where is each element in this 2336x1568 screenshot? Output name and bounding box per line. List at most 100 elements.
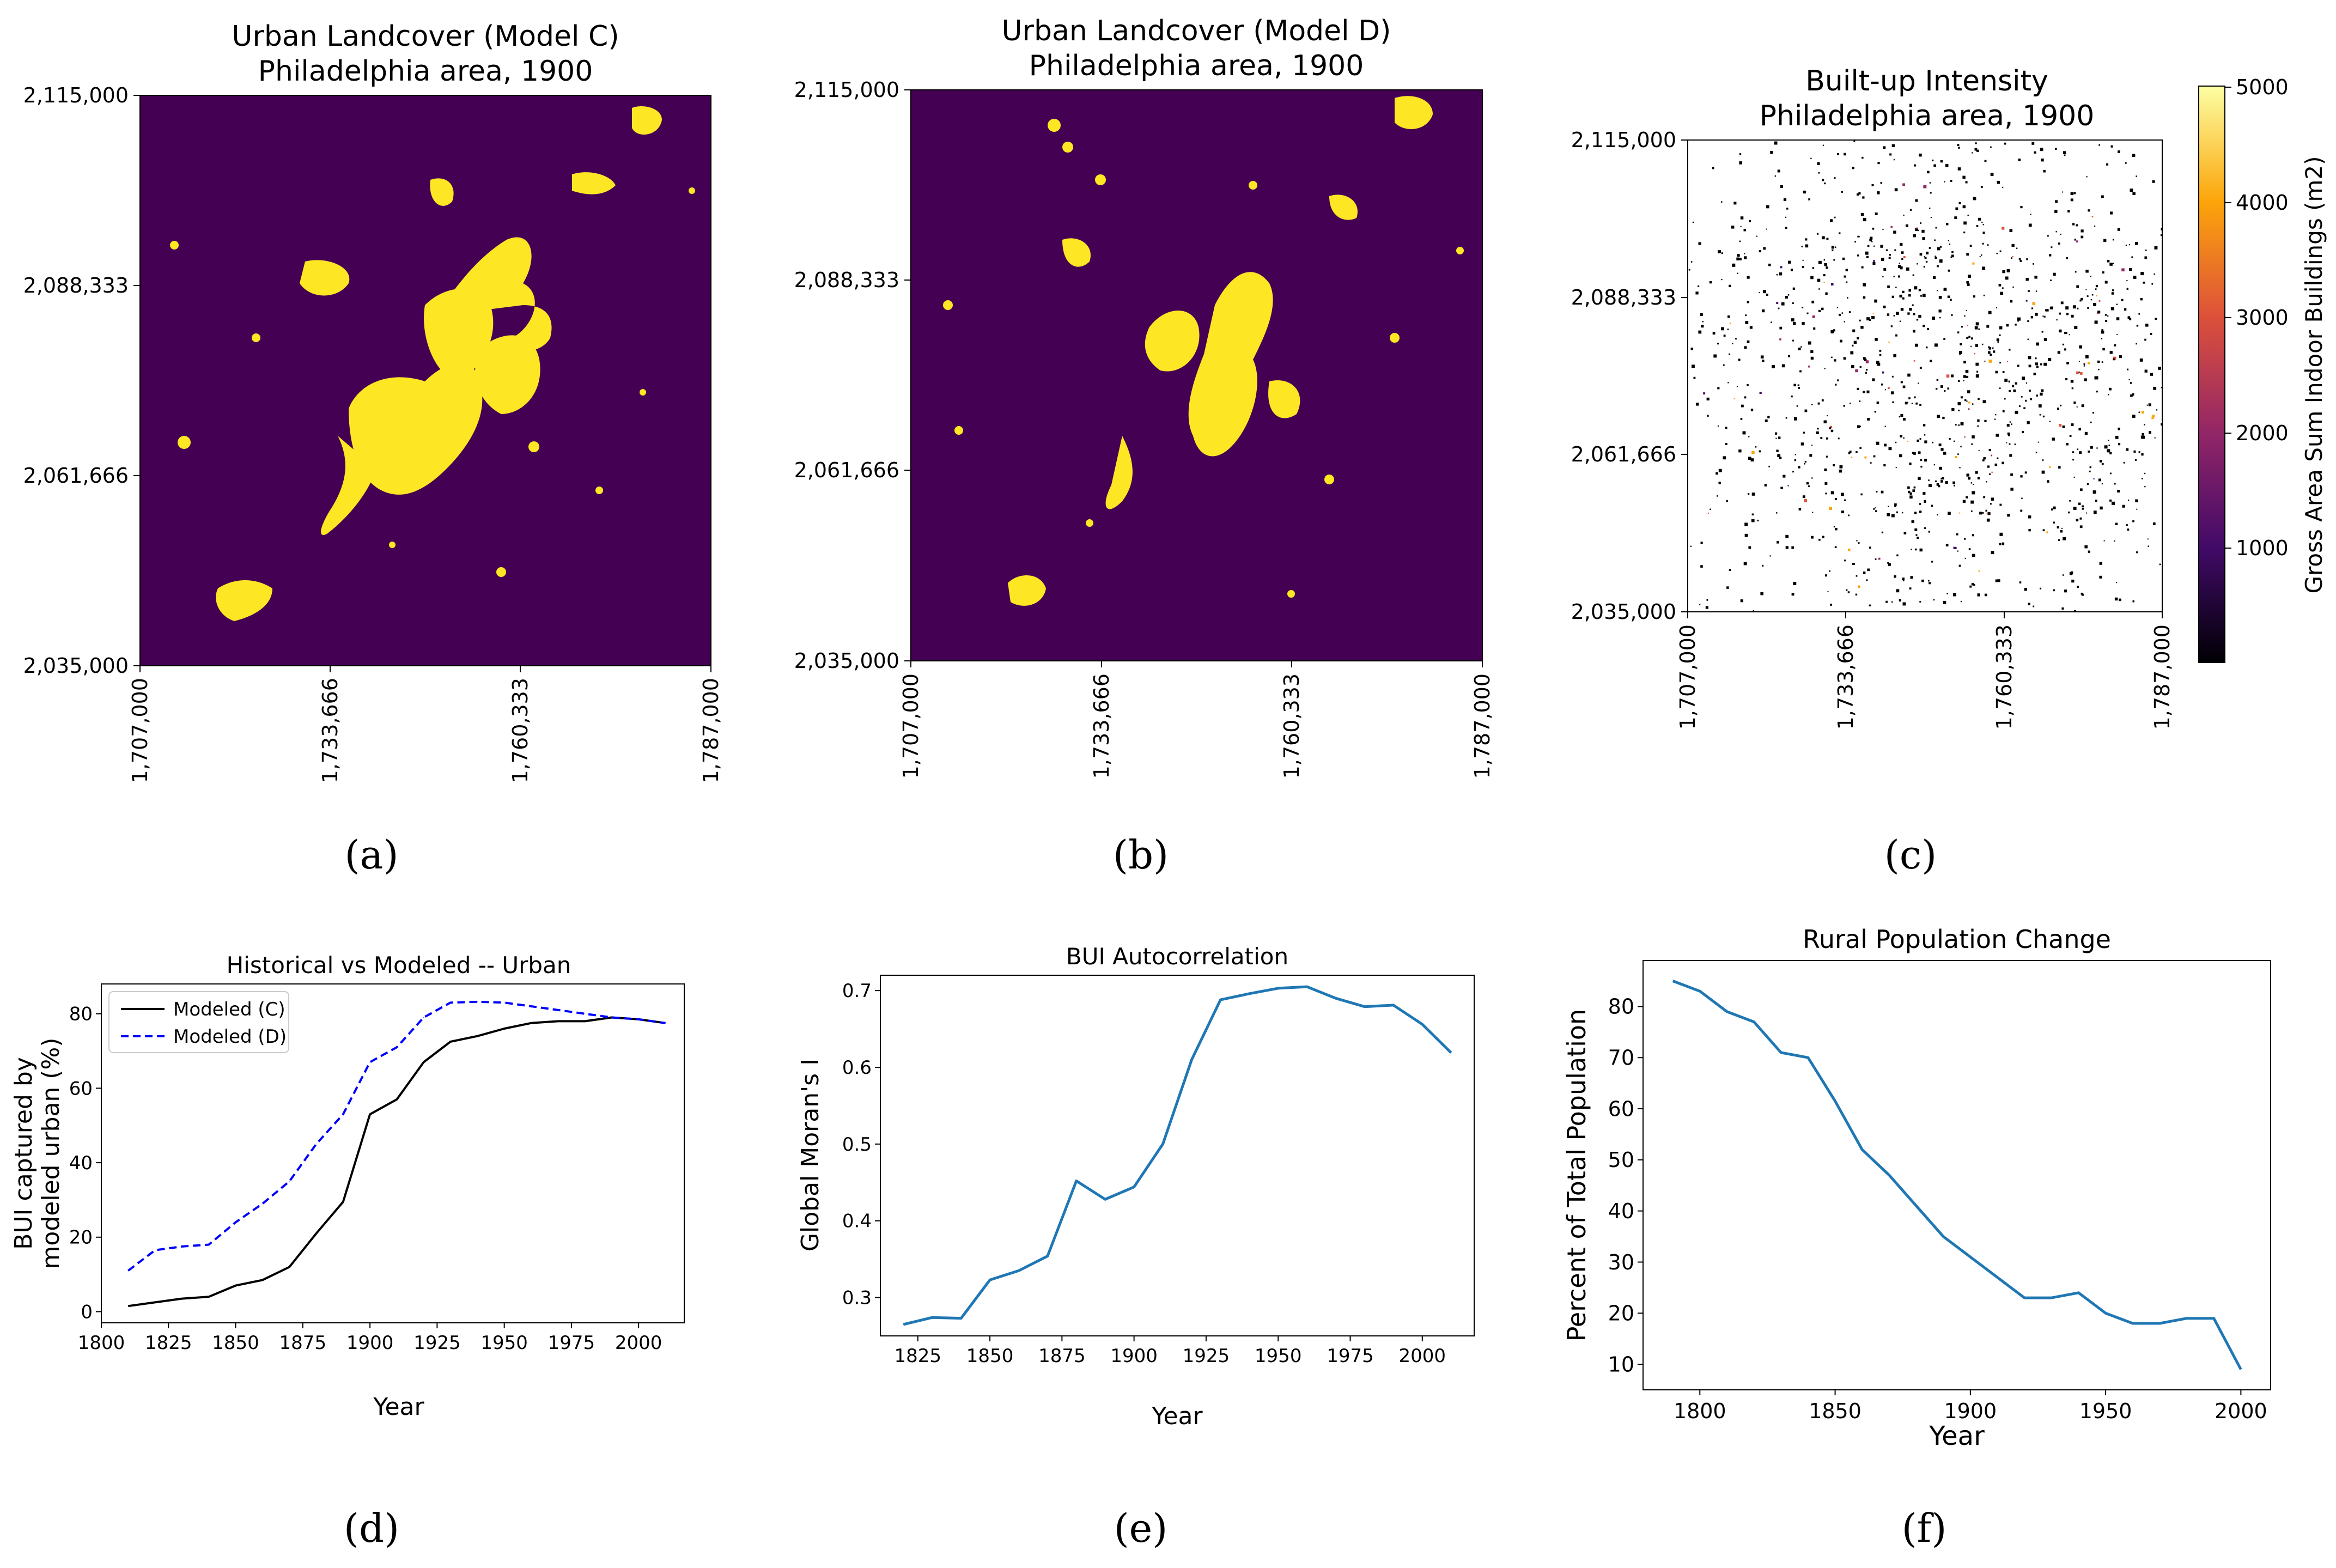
bui-cell xyxy=(2139,358,2143,362)
bui-cell xyxy=(1974,148,1978,151)
bui-cell xyxy=(1785,227,1787,229)
bui-cell xyxy=(1987,465,1990,468)
bui-cell xyxy=(1881,531,1884,533)
bui-cell xyxy=(1698,285,1700,287)
bui-cell xyxy=(1833,464,1835,466)
panel-d-ytick-label-0: 0 xyxy=(81,1301,93,1323)
bui-cell xyxy=(2090,299,2092,301)
bui-cell xyxy=(1842,257,1845,260)
bui-cell xyxy=(1932,317,1935,320)
panel-e-xlabel: Year xyxy=(1151,1402,1203,1430)
bui-cell xyxy=(1913,452,1916,455)
bui-cell xyxy=(1965,181,1968,184)
bui-cell xyxy=(2130,394,2133,397)
bui-cell xyxy=(1709,281,1712,284)
bui-cell xyxy=(1978,570,1980,572)
bui-cell xyxy=(1712,332,1716,335)
bui-cell xyxy=(2076,519,2079,521)
bui-cell xyxy=(2119,598,2121,601)
bui-cell xyxy=(1878,557,1881,560)
bui-cell xyxy=(1966,496,1968,499)
bui-cell xyxy=(1822,236,1825,240)
bui-cell xyxy=(1955,207,1958,210)
bui-cell xyxy=(1970,482,1973,484)
bui-cell xyxy=(1748,457,1751,460)
panel-f-series-0-line xyxy=(1672,980,2242,1370)
panel-e-xtick-label-6: 1975 xyxy=(1327,1345,1374,1367)
panel-e-xtick-label-7: 2000 xyxy=(1398,1345,1446,1367)
bui-cell xyxy=(1990,354,1992,356)
bui-cell xyxy=(2156,409,2158,411)
bui-cell xyxy=(1748,493,1750,495)
panel-d-ytick-label-4: 80 xyxy=(69,1004,93,1025)
bui-cell xyxy=(2049,254,2052,257)
bui-cell xyxy=(1841,191,1843,193)
bui-cell xyxy=(1975,362,1979,366)
bui-cell xyxy=(1866,390,1870,393)
bui-cell xyxy=(1780,266,1783,269)
bui-cell xyxy=(1771,321,1772,324)
bui-cell xyxy=(1816,233,1819,235)
bui-cell xyxy=(2024,471,2027,474)
bui-cell xyxy=(2079,345,2082,349)
bui-cell xyxy=(2028,515,2031,519)
bui-cell xyxy=(1805,238,1808,241)
bui-cell xyxy=(1903,214,1905,216)
bui-cell xyxy=(1863,218,1866,222)
bui-cell xyxy=(1802,495,1805,499)
bui-cell xyxy=(2102,348,2105,351)
bui-cell xyxy=(2050,279,2052,281)
bui-cell xyxy=(1935,227,1937,229)
bui-cell xyxy=(2152,415,2155,418)
bui-cell xyxy=(2112,263,2114,264)
bui-cell xyxy=(2012,256,2013,258)
panel-b-ytick-label-2: 2,061,666 xyxy=(794,458,899,482)
bui-cell xyxy=(1792,321,1796,325)
panel-c-colorbar-ticks: 5000 4000 3000 2000 1000 xyxy=(2225,75,2289,560)
bui-cell xyxy=(1797,384,1799,386)
bui-cell xyxy=(1826,238,1829,240)
panel-a-ytick-label-1: 2,088,333 xyxy=(23,274,129,297)
bui-cell xyxy=(1844,499,1846,501)
panel-c-ytick-label-0: 2,115,000 xyxy=(1571,128,1676,152)
bui-cell xyxy=(1924,527,1926,530)
bui-cell xyxy=(1930,360,1932,362)
bui-cell xyxy=(2091,216,2094,217)
bui-cell xyxy=(1944,390,1946,392)
bui-cell xyxy=(2128,379,2130,380)
bui-cell xyxy=(2136,508,2138,510)
bui-cell xyxy=(1839,465,1843,469)
bui-cell xyxy=(1739,161,1742,165)
bui-cell xyxy=(1972,152,1973,154)
bui-cell xyxy=(1798,387,1800,389)
panel-e-xtick-label-5: 1950 xyxy=(1255,1345,1302,1367)
bui-cell xyxy=(2073,476,2075,478)
bui-cell xyxy=(1876,491,1878,493)
bui-cell xyxy=(1991,471,1993,473)
bui-cell xyxy=(1863,572,1866,574)
panel-f-series-0-point-2 xyxy=(1726,1011,1727,1012)
bui-cell xyxy=(2035,290,2037,292)
bui-cell xyxy=(1831,283,1834,285)
bui-cell xyxy=(2040,148,2043,151)
bui-cell xyxy=(2127,499,2130,501)
bui-cell xyxy=(1899,416,1900,418)
bui-cell xyxy=(1765,419,1768,422)
bui-cell xyxy=(1725,443,1727,445)
bui-cell xyxy=(1933,164,1936,167)
bui-cell xyxy=(1982,266,1986,270)
panel-e-series-0-point-12 xyxy=(1249,993,1250,994)
bui-cell xyxy=(1996,252,1998,254)
bui-cell xyxy=(1982,232,1985,234)
bui-cell xyxy=(1721,278,1723,281)
bui-cell xyxy=(1727,315,1730,318)
panel-e-ylabel: Global Moran's I xyxy=(796,1059,824,1251)
bui-cell xyxy=(2070,192,2074,196)
bui-cell xyxy=(1762,290,1766,294)
bui-cell xyxy=(1919,153,1922,157)
bui-cell xyxy=(2057,526,2059,528)
bui-cell xyxy=(1922,294,1926,297)
bui-cell xyxy=(1923,424,1926,427)
bui-cell xyxy=(1698,330,1702,334)
bui-cell xyxy=(1863,296,1866,299)
